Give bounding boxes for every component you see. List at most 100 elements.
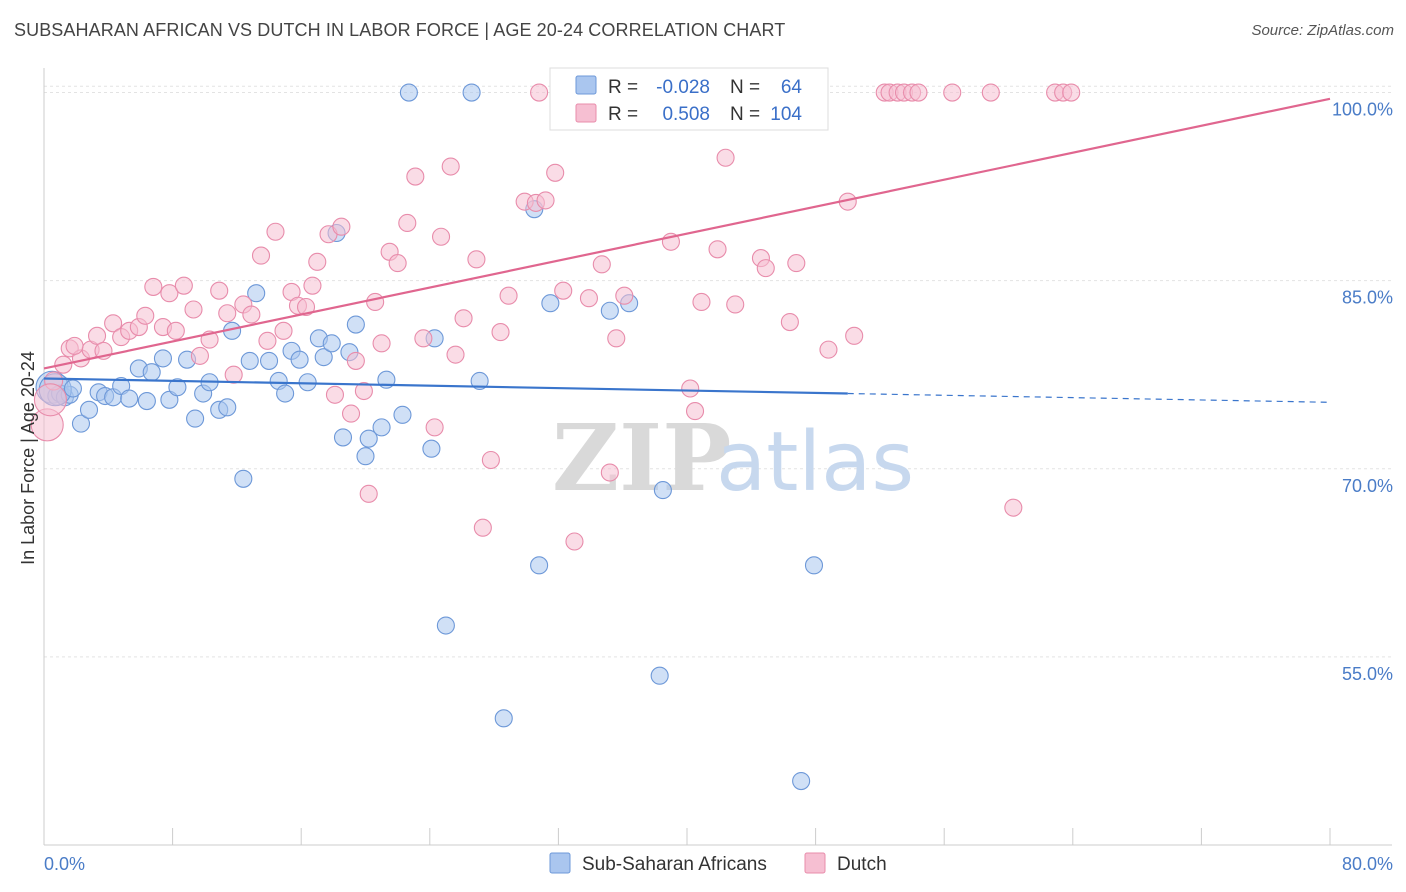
dutch-point xyxy=(398,213,417,233)
dutch-point xyxy=(536,191,555,210)
dutch-point xyxy=(425,418,444,437)
dutch-point xyxy=(681,379,700,398)
dutch-point xyxy=(1062,83,1081,102)
dutch-point xyxy=(432,227,451,246)
dutch-point xyxy=(354,381,373,401)
dutch-point xyxy=(726,295,745,314)
sub-saharan-africans-point xyxy=(422,439,441,458)
sub-saharan-africans-point xyxy=(168,378,187,397)
x-tick-label-max: 80.0% xyxy=(1342,854,1393,874)
dutch-point xyxy=(943,83,962,102)
dutch-point xyxy=(184,300,203,319)
y-tick-label: 85.0% xyxy=(1342,288,1393,308)
dutch-point xyxy=(467,250,486,269)
dutch-point xyxy=(303,276,322,295)
dutch-point xyxy=(346,351,365,370)
dutch-point xyxy=(473,518,492,537)
gridlines xyxy=(44,85,1392,658)
dutch-point xyxy=(224,365,243,384)
sub-saharan-africans-point xyxy=(356,447,375,466)
dutch-point xyxy=(87,326,107,345)
legend-n-value-2: 104 xyxy=(770,104,802,125)
legend-swatch-blue xyxy=(575,75,597,95)
sub-saharan-africans-point xyxy=(653,481,672,500)
trend-line-sub-saharan-africans-extension xyxy=(847,392,1331,403)
dutch-point xyxy=(242,305,261,324)
watermark-zip: ZIP xyxy=(552,404,731,512)
bottom-legend-swatch-blue xyxy=(549,852,571,874)
y-tick-label: 70.0% xyxy=(1342,476,1393,496)
dutch-point xyxy=(296,297,316,317)
sub-saharan-africans-point xyxy=(218,398,237,417)
sub-saharan-africans-point xyxy=(600,301,619,320)
dutch-point xyxy=(332,217,351,236)
dutch-point xyxy=(372,334,391,353)
legend-r-value-1: -0.028 xyxy=(656,77,710,98)
sub-saharan-africans-point xyxy=(322,334,341,353)
dutch-point xyxy=(481,450,500,470)
dutch-point xyxy=(144,277,163,296)
dutch-point xyxy=(780,312,799,332)
dutch-point xyxy=(615,286,634,305)
sub-saharan-africans-point xyxy=(333,428,353,447)
dutch-point xyxy=(787,254,806,273)
dutch-point xyxy=(579,289,598,308)
legend-n-label-2: N = xyxy=(730,104,760,125)
chart-source: Source: ZipAtlas.com xyxy=(1251,22,1394,39)
dutch-point xyxy=(266,222,285,241)
dutch-point xyxy=(607,329,626,348)
sub-saharan-africans-point xyxy=(276,384,295,403)
sub-saharan-africans-point xyxy=(259,351,279,370)
dutch-point xyxy=(210,281,229,300)
x-tick-label-min: 0.0% xyxy=(44,854,85,874)
sub-saharan-africans-point xyxy=(530,556,549,575)
dutch-point xyxy=(819,340,838,359)
sub-saharan-africans-point xyxy=(804,556,824,575)
dutch-point xyxy=(692,292,711,312)
watermark: ZIP atlas xyxy=(552,404,914,512)
dutch-point xyxy=(446,345,465,364)
sub-saharan-africans-point xyxy=(63,379,82,398)
dutch-point xyxy=(251,246,271,265)
dutch-point xyxy=(190,346,209,365)
series-legend: Sub-Saharan Africans Dutch xyxy=(549,852,887,875)
sub-saharan-africans-point xyxy=(399,83,418,102)
sub-saharan-africans-point xyxy=(494,709,513,728)
axes xyxy=(43,68,1392,846)
sub-saharan-africans-point xyxy=(650,666,669,685)
dutch-point xyxy=(546,163,565,182)
sub-saharan-africans-point xyxy=(186,409,205,428)
dutch-point xyxy=(981,83,1000,102)
dutch-point xyxy=(308,252,327,271)
bottom-legend-label-pink: Dutch xyxy=(837,854,887,875)
dutch-point xyxy=(491,323,510,342)
trend-line-dutch xyxy=(43,97,1331,370)
dutch-point xyxy=(104,314,123,333)
dutch-point xyxy=(1004,498,1023,517)
dutch-point xyxy=(756,259,775,278)
series-dutch xyxy=(30,83,1081,551)
dutch-point xyxy=(33,383,67,417)
dutch-point xyxy=(565,532,584,551)
dutch-point xyxy=(166,321,185,340)
chart-title: SUBSAHARAN AFRICAN VS DUTCH IN LABOR FOR… xyxy=(14,20,786,40)
y-tick-label: 55.0% xyxy=(1342,664,1393,684)
bottom-legend-label-blue: Sub-Saharan Africans xyxy=(582,854,767,875)
dutch-point xyxy=(406,167,425,186)
sub-saharan-africans-point xyxy=(247,284,266,303)
bottom-legend-swatch-pink xyxy=(804,852,826,874)
dutch-point xyxy=(218,304,237,323)
dutch-point xyxy=(366,292,385,312)
x-ticks xyxy=(43,828,1331,845)
sub-saharan-africans-point xyxy=(792,771,811,791)
dutch-point xyxy=(414,329,433,348)
dutch-point xyxy=(341,404,361,423)
dutch-point xyxy=(530,83,549,102)
sub-saharan-africans-point xyxy=(359,429,378,448)
dutch-point xyxy=(441,157,460,176)
sub-saharan-africans-point xyxy=(470,371,489,391)
sub-saharan-africans-point xyxy=(153,349,173,368)
dutch-point xyxy=(685,402,705,421)
legend-r-label-2: R = xyxy=(608,104,638,125)
